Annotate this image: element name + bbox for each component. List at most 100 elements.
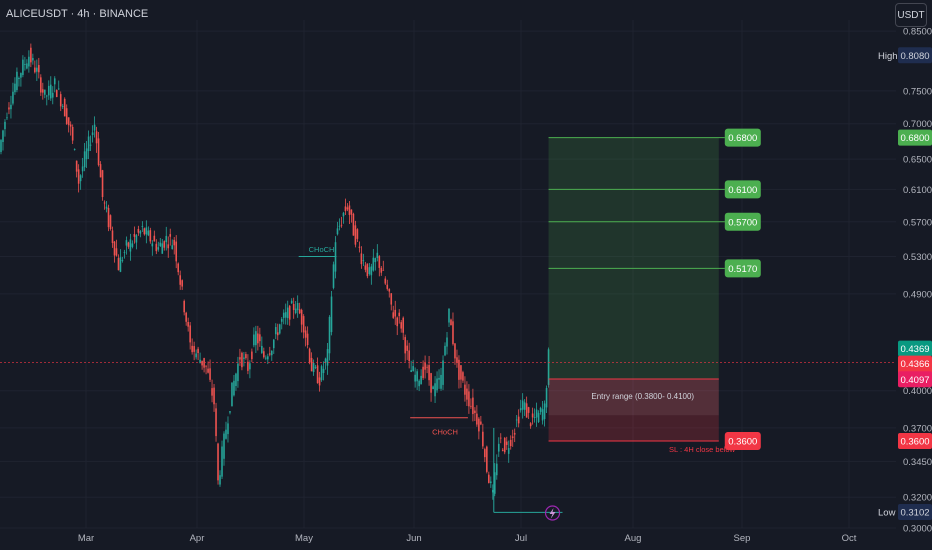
candle-body bbox=[420, 375, 422, 385]
price-tag-value: 0.4366 bbox=[900, 359, 929, 370]
candles bbox=[0, 43, 550, 500]
candle-body bbox=[47, 85, 50, 96]
candle-body bbox=[241, 352, 243, 368]
candle-body bbox=[535, 409, 538, 418]
stop-axis-tag-bg bbox=[898, 433, 932, 450]
candle-body bbox=[99, 164, 102, 178]
y-tick-label: 0.6500 bbox=[903, 155, 932, 166]
candle-body bbox=[175, 241, 178, 262]
candle-body bbox=[388, 289, 391, 292]
target-tag: 0.5700 bbox=[724, 212, 761, 231]
candle-body bbox=[376, 252, 379, 259]
candle-body bbox=[153, 235, 156, 242]
candle-body bbox=[265, 357, 267, 359]
candle-body bbox=[223, 433, 225, 459]
y-tick-label: 0.4000 bbox=[903, 386, 932, 397]
target-axis-tag-bg bbox=[898, 129, 932, 146]
candle-body bbox=[296, 303, 299, 311]
candle-body bbox=[320, 366, 323, 381]
candle-body bbox=[267, 356, 269, 360]
candle-body bbox=[101, 170, 104, 198]
candle-body bbox=[245, 354, 247, 359]
candle-body bbox=[328, 316, 331, 354]
candle-body bbox=[288, 305, 291, 320]
candle-body bbox=[173, 239, 176, 246]
candle-body bbox=[466, 388, 468, 400]
candle-body bbox=[32, 57, 34, 61]
candle-body bbox=[472, 397, 474, 415]
candle-body bbox=[286, 307, 289, 319]
candle-body bbox=[322, 368, 325, 374]
x-tick-label: Jul bbox=[515, 533, 527, 544]
candle-body bbox=[227, 423, 229, 435]
y-tick-label: 0.6100 bbox=[903, 185, 932, 196]
lightning-icon bbox=[544, 505, 561, 521]
candle-body bbox=[36, 67, 38, 72]
candle-body bbox=[511, 436, 514, 438]
candle-body bbox=[141, 226, 144, 227]
candle-body bbox=[65, 108, 68, 124]
y-tick-label: 0.3450 bbox=[903, 457, 932, 468]
price-tag: 0.4366 bbox=[898, 355, 932, 372]
current-price-tag-bg bbox=[898, 340, 932, 357]
candle-body bbox=[545, 388, 548, 408]
candle-body bbox=[127, 242, 130, 247]
candle-body bbox=[179, 275, 181, 285]
candle-body bbox=[185, 312, 187, 322]
candle-body bbox=[440, 374, 442, 389]
chart-grid bbox=[0, 20, 896, 529]
candle-body bbox=[476, 413, 478, 425]
candle-body bbox=[324, 358, 327, 363]
high-tag-value: 0.8080 bbox=[900, 51, 929, 62]
candle-body bbox=[456, 357, 458, 363]
currency-button[interactable]: USDT bbox=[895, 3, 927, 27]
current-price-tag: 0.4369 bbox=[898, 340, 932, 357]
price-tag-bg bbox=[898, 371, 932, 388]
candle-body bbox=[135, 235, 138, 243]
candle-body bbox=[326, 349, 329, 366]
candle-body bbox=[430, 373, 432, 393]
candle-body bbox=[24, 64, 26, 65]
candle-body bbox=[251, 351, 253, 360]
candle-body bbox=[34, 67, 36, 73]
candle-body bbox=[53, 78, 56, 85]
low-tag-label: Low bbox=[878, 508, 896, 519]
candle-body bbox=[49, 84, 52, 99]
candle-body bbox=[378, 256, 381, 268]
candle-body bbox=[147, 230, 150, 236]
candle-body bbox=[0, 140, 2, 152]
target-tag-bg bbox=[724, 128, 761, 147]
price-tag: 0.4097 bbox=[898, 371, 932, 388]
candle-body bbox=[428, 365, 430, 381]
candle-body bbox=[85, 148, 88, 160]
candle-body bbox=[30, 47, 32, 63]
candle-body bbox=[384, 278, 387, 284]
candle-body bbox=[346, 207, 349, 210]
candle-body bbox=[16, 71, 18, 91]
candle-body bbox=[28, 56, 30, 67]
candle-body bbox=[468, 391, 470, 407]
candle-body bbox=[523, 402, 526, 410]
candle-body bbox=[314, 366, 317, 368]
candle-body bbox=[20, 73, 22, 78]
candle-body bbox=[161, 243, 164, 254]
candle-body bbox=[207, 368, 209, 373]
candle-body bbox=[109, 215, 112, 230]
candle-body bbox=[398, 312, 401, 317]
x-tick-label: Sep bbox=[734, 533, 751, 544]
candle-body bbox=[44, 89, 46, 95]
candle-body bbox=[6, 117, 8, 119]
candle-body bbox=[91, 132, 94, 136]
candle-body bbox=[189, 325, 191, 343]
candle-body bbox=[312, 362, 315, 373]
target-tag-bg bbox=[724, 180, 761, 199]
candle-body bbox=[342, 212, 345, 217]
candle-body bbox=[531, 413, 534, 418]
candle-body bbox=[259, 334, 261, 342]
candle-body bbox=[145, 227, 148, 235]
y-tick-label: 0.4900 bbox=[903, 289, 932, 300]
choch-label: CHoCH bbox=[309, 245, 335, 254]
candle-body bbox=[77, 169, 80, 184]
candle-body bbox=[400, 322, 403, 329]
